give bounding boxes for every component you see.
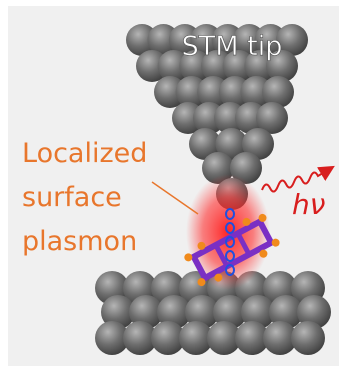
- plasmon-label: Localized: [22, 138, 147, 169]
- atom: [291, 321, 325, 355]
- photon-label: hν: [292, 188, 325, 221]
- tip-label: STM tip: [182, 31, 283, 62]
- plasmon-label: surface: [22, 182, 122, 213]
- diagram: STM tip Localized surface plasmon hν: [0, 0, 347, 372]
- plasmon-label: plasmon: [22, 226, 137, 257]
- page: {"labels": {"tip": "STM tip", "plasmon":…: [0, 0, 347, 372]
